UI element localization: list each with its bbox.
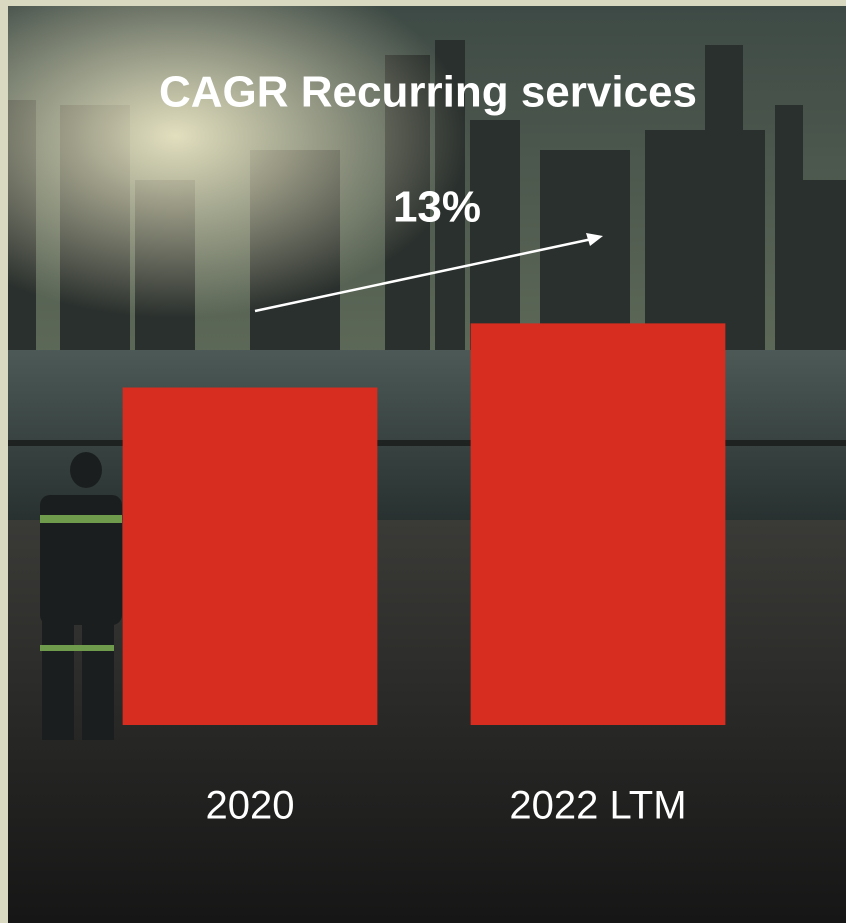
chart-title: CAGR Recurring services: [159, 68, 697, 117]
annotation: 13%: [393, 183, 481, 232]
bar: [122, 387, 378, 725]
bar: [470, 323, 726, 725]
x-tick-label: 2020: [206, 784, 295, 828]
x-tick-label: 2022 LTM: [509, 784, 686, 828]
arrow: [254, 233, 603, 313]
